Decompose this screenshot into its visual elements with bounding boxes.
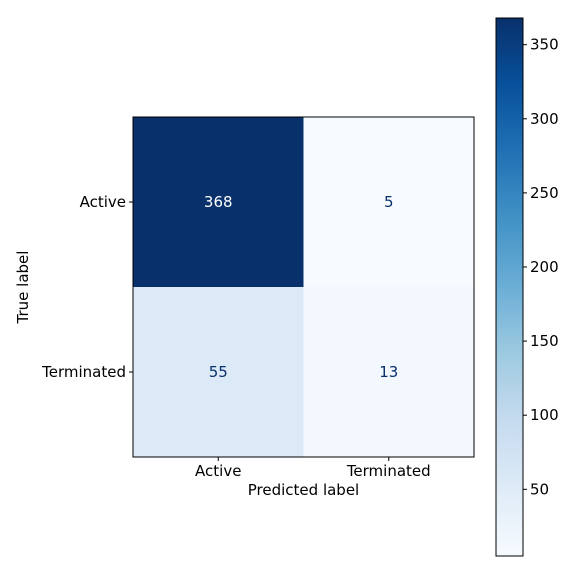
colorbar (495, 17, 524, 557)
cell-value-labels: 368 555 13 (204, 193, 398, 381)
matrix-cell-0-1 (303, 117, 474, 287)
matrix-cell-1-0 (133, 287, 304, 457)
x-axis-label: Predicted label (248, 481, 359, 499)
matrix-cell-1-1 (303, 287, 474, 457)
colorbar-tick-label: 200 (530, 258, 559, 276)
colorbar-tick-label: 100 (530, 406, 559, 424)
x-tick-label: Terminated (346, 462, 431, 480)
y-axis-ticks: Active Terminated (41, 193, 133, 381)
cell-value-1-1: 13 (379, 363, 398, 381)
x-axis-ticks: Active Terminated (195, 457, 431, 480)
matrix-cells (133, 117, 474, 457)
matrix-frame (132, 116, 475, 458)
cell-value-0-0: 368 (204, 193, 233, 211)
colorbar-tick-label: 300 (530, 110, 559, 128)
y-tick-label: Active (80, 193, 126, 211)
colorbar-tick-label: 350 (530, 36, 559, 54)
x-tick-label: Active (195, 462, 241, 480)
colorbar-tick-label: 250 (530, 184, 559, 202)
colorbar-ticks: 50 100 150 200 250 300 350 (523, 36, 559, 498)
y-tick-label: Terminated (41, 363, 126, 381)
matrix-cell-0-0 (133, 117, 304, 287)
colorbar-tick-label: 50 (530, 480, 549, 498)
colorbar-tick-label: 150 (530, 332, 559, 350)
cell-value-0-1: 5 (384, 193, 394, 211)
y-axis-label: True label (14, 251, 32, 325)
cell-value-1-0: 55 (209, 363, 228, 381)
